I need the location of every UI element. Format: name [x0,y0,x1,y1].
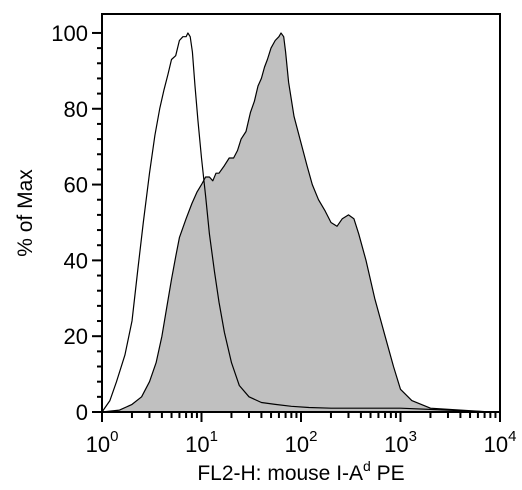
x-tick-exponent: 1 [210,428,218,445]
x-axis-label-main: FL2-H: mouse I-A [197,462,363,485]
x-tick-exponent: 0 [110,428,118,445]
x-tick-base: 10 [86,432,110,457]
series-layer [101,32,491,413]
x-tick-label: 103 [384,428,417,457]
y-tick-label: 80 [64,97,88,122]
x-tick-base: 10 [185,432,209,457]
x-tick-label: 102 [285,428,318,457]
x-tick-label: 100 [86,428,119,457]
y-axis-label: % of Max [14,169,37,257]
x-tick-exponent: 4 [508,428,516,445]
y-tick-label: 20 [64,324,88,349]
y-tick-label: 40 [64,248,88,273]
y-tick-label: 100 [51,21,88,46]
x-axis-label-superscript: d [363,458,371,474]
y-tick-label: 60 [64,173,88,198]
x-tick-label: 101 [185,428,218,457]
x-axis-label-tail: PE [371,462,405,485]
x-tick-exponent: 3 [409,428,417,445]
x-tick-label: 104 [484,428,517,457]
x-tick-base: 10 [484,432,508,457]
series-outline-histogram [101,32,491,413]
x-tick-base: 10 [384,432,408,457]
x-tick-exponent: 2 [309,428,317,445]
y-tick-label: 0 [76,400,88,425]
x-tick-base: 10 [285,432,309,457]
ticks-layer [92,31,501,422]
series-filled-histogram [101,32,491,413]
x-axis-label: FL2-H: mouse I-Ad PE [197,458,404,485]
